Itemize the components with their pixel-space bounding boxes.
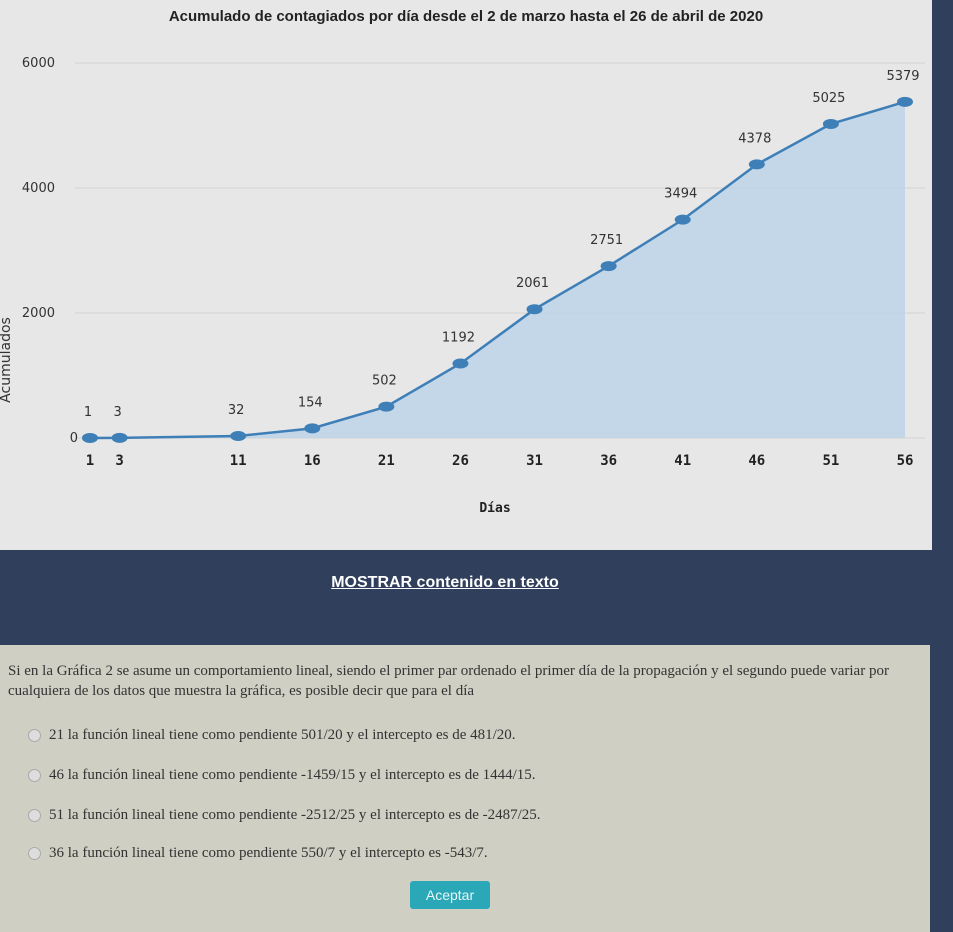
data-label: 3 — [113, 405, 121, 420]
show-text-link[interactable]: MOSTRAR contenido en texto — [331, 574, 559, 591]
option-label: 21 la función lineal tiene como pendient… — [49, 727, 516, 743]
data-label: 502 — [372, 374, 397, 389]
option-2[interactable]: 46 la función lineal tiene como pendient… — [28, 767, 536, 784]
x-tick-label: 26 — [452, 453, 469, 469]
data-label: 4378 — [738, 131, 771, 146]
data-point — [897, 96, 913, 107]
x-tick-label: 36 — [600, 453, 617, 469]
x-tick-label: 31 — [526, 453, 543, 469]
x-tick-label: 46 — [748, 453, 765, 469]
x-tick-label: 1 — [86, 453, 94, 469]
x-tick-label: 41 — [674, 453, 691, 469]
data-label: 3494 — [664, 187, 697, 202]
x-tick-label: 3 — [115, 453, 123, 469]
quiz-panel: Si en la Gráfica 2 se asume un comportam… — [0, 645, 930, 932]
data-label: 1192 — [442, 331, 475, 346]
data-label: 5379 — [886, 69, 919, 84]
series-line — [89, 100, 906, 440]
data-label: 154 — [298, 395, 323, 410]
data-label: 32 — [228, 403, 245, 418]
x-tick-label: 56 — [897, 453, 914, 469]
data-point — [111, 432, 128, 443]
chart-title: Acumulado de contagiados por día desde e… — [168, 8, 764, 25]
y-tick-label: 0 — [70, 431, 78, 446]
option-label: 51 la función lineal tiene como pendient… — [49, 807, 541, 823]
data-point — [822, 118, 839, 129]
chart-area: 0 2000 4000 6000 1 3 32 154 502 1192 2061 2751 3494 4… — [0, 0, 932, 550]
data-point — [526, 304, 543, 315]
area-chart: 0 2000 4000 6000 1 3 32 154 502 1192 2061 2751 3494 4… — [0, 56, 925, 516]
x-tick-label: 51 — [822, 453, 839, 469]
radio-button[interactable] — [28, 847, 41, 860]
option-4[interactable]: 36 la función lineal tiene como pendient… — [28, 845, 488, 862]
data-point — [600, 261, 617, 272]
radio-button[interactable] — [28, 729, 41, 742]
accept-button[interactable]: Aceptar — [410, 881, 490, 909]
data-label: 1 — [84, 405, 92, 420]
x-tick-label: 11 — [230, 453, 247, 469]
data-point — [82, 432, 98, 443]
data-point — [378, 401, 395, 412]
option-3[interactable]: 51 la función lineal tiene como pendient… — [28, 807, 541, 824]
question-text: Si en la Gráfica 2 se asume un comportam… — [8, 663, 889, 699]
data-point — [230, 431, 247, 441]
data-point — [452, 358, 469, 369]
y-axis-label: Acumulados — [0, 317, 14, 403]
y-tick-label: 6000 — [22, 56, 55, 71]
radio-button[interactable] — [28, 769, 41, 782]
option-label: 36 la función lineal tiene como pendient… — [49, 845, 488, 861]
data-point — [304, 423, 321, 434]
content-band — [0, 550, 953, 645]
data-point — [674, 214, 691, 225]
data-point — [748, 159, 765, 170]
x-axis-label: Días — [479, 501, 510, 516]
x-tick-label: 21 — [378, 453, 395, 469]
radio-button[interactable] — [28, 809, 41, 822]
y-tick-label: 4000 — [22, 181, 55, 196]
data-label: 2061 — [516, 276, 549, 291]
option-label: 46 la función lineal tiene como pendient… — [49, 767, 536, 783]
data-label: 5025 — [812, 91, 845, 106]
data-label: 2751 — [590, 233, 623, 248]
y-tick-label: 2000 — [22, 306, 55, 321]
option-1[interactable]: 21 la función lineal tiene como pendient… — [28, 727, 516, 744]
x-tick-label: 16 — [304, 453, 321, 469]
area-fill — [90, 101, 905, 438]
